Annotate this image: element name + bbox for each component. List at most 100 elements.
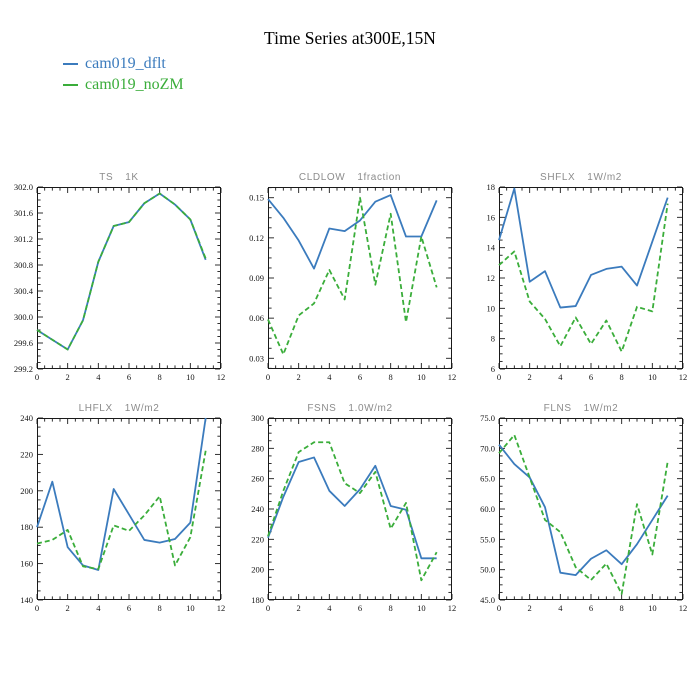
subplot-CLDLOW: 0 2 4 6 8 10 12 0.03 0.06 0.09 0.12 0.15 CLDLOW 1frac… [249,172,456,382]
series-cam019_noZM-line [36,192,207,351]
x-tick-label: 10 [417,603,426,613]
series-cam019_dflt-line [498,187,669,309]
y-tick-label: 45.0 [480,595,495,605]
y-tick-label: 299.2 [14,364,33,374]
y-tick-label: 301.2 [14,234,33,244]
x-tick-label: 4 [558,372,563,382]
subplot-SHFLX: 0 2 4 6 8 10 12 6 8 10 12 14 16 18 SHFLX 1W/m2 [487,172,688,382]
x-tick-label: 0 [35,603,39,613]
y-tick-label: 18 [487,182,496,192]
legend: cam019_dflt cam019_noZM [63,53,184,95]
y-tick-label: 300.4 [14,286,34,296]
x-tick-label: 0 [35,372,39,382]
y-tick-label: 300 [251,413,264,423]
x-tick-label: 8 [158,372,162,382]
subplot-TS: 0 2 4 6 8 10 12 299.2 299.6 300.0 300.4 300.8 301.2 3… [14,172,225,382]
subplot-title: SHFLX 1W/m2 [540,172,622,183]
x-tick-label: 10 [186,372,195,382]
x-tick-label: 2 [297,603,301,613]
series-cam019_noZM-line [498,203,669,353]
y-tick-label: 240 [251,504,264,514]
y-tick-label: 280 [251,443,264,453]
y-tick-label: 12 [487,273,496,283]
subplot-title: FLNS 1W/m2 [544,403,619,414]
y-tick-label: 240 [20,413,33,423]
axes-frame [37,187,221,369]
subplot-LHFLX: 0 2 4 6 8 10 12 140 160 180 200 220 240 LHFLX 1W/m2 [20,403,225,613]
x-tick-label: 8 [389,603,393,613]
y-tick-label: 200 [20,486,33,496]
x-tick-label: 8 [158,603,162,613]
x-tick-label: 6 [358,603,362,613]
y-tick-label: 0.03 [249,353,264,363]
x-tick-label: 6 [127,372,131,382]
subplot-FLNS: 0 2 4 6 8 10 12 45.0 50.0 55.0 60.0 65.0 70.0 75.0 FLN… [480,403,687,613]
subplot-FSNS: 0 2 4 6 8 10 12 180 200 220 240 260 280 300 FSNS 1.0W/m… [251,403,456,613]
charts-grid: 0 2 4 6 8 10 12 299.2 299.6 300.0 300.4 300.8 301.2 3… [14,172,688,613]
x-tick-label: 0 [497,372,501,382]
y-tick-label: 260 [251,474,264,484]
x-tick-label: 0 [497,603,501,613]
series-cam019_dflt-line [498,444,669,577]
subplot-title: TS 1K [99,172,138,183]
x-tick-label: 4 [327,372,332,382]
x-tick-label: 12 [217,603,226,613]
x-tick-label: 10 [648,603,657,613]
y-tick-label: 6 [491,364,495,374]
y-tick-label: 60.0 [480,504,495,514]
series-cam019_dflt-line [36,192,207,351]
x-tick-label: 4 [327,603,332,613]
x-tick-label: 2 [528,603,532,613]
legend-label: cam019_noZM [85,76,184,93]
y-tick-label: 75.0 [480,413,495,423]
x-tick-label: 12 [448,372,457,382]
x-tick-label: 8 [620,603,624,613]
y-tick-label: 140 [20,595,33,605]
x-tick-label: 10 [417,372,426,382]
x-tick-label: 10 [648,372,657,382]
y-tick-label: 0.06 [249,313,264,323]
x-tick-label: 12 [217,372,226,382]
x-tick-label: 2 [66,372,70,382]
y-tick-label: 200 [251,565,264,575]
x-tick-label: 8 [620,372,624,382]
subplot-title: CLDLOW 1fraction [299,172,401,183]
y-tick-label: 55.0 [480,534,495,544]
x-tick-label: 2 [528,372,532,382]
series-cam019_dflt-line [36,417,207,571]
x-tick-label: 2 [297,372,301,382]
y-tick-label: 180 [251,595,264,605]
x-tick-label: 8 [389,372,393,382]
y-tick-label: 65.0 [480,474,495,484]
series-cam019_noZM-line [36,450,207,570]
page-title: Time Series at300E,15N [264,28,436,48]
y-tick-label: 302.0 [14,182,33,192]
x-tick-label: 6 [358,372,362,382]
series-cam019_dflt-line [267,456,437,560]
y-tick-label: 16 [487,212,496,222]
y-tick-label: 220 [251,534,264,544]
legend-line-icon [63,62,78,65]
y-tick-label: 50.0 [480,565,495,575]
y-tick-label: 14 [487,243,496,253]
axes-frame [268,187,452,369]
x-tick-label: 12 [679,603,688,613]
y-tick-label: 300.0 [14,312,33,322]
y-tick-label: 0.12 [249,233,264,243]
subplot-title: LHFLX 1W/m2 [79,403,160,414]
axes-frame [37,418,221,600]
y-tick-label: 300.8 [14,260,33,270]
x-tick-label: 2 [66,603,70,613]
y-tick-label: 0.09 [249,273,264,283]
x-tick-label: 4 [558,603,563,613]
series-cam019_noZM-line [267,441,438,582]
x-tick-label: 6 [589,372,593,382]
x-tick-label: 4 [96,372,101,382]
subplot-title: FSNS 1.0W/m2 [307,403,392,414]
x-tick-label: 0 [266,603,270,613]
x-tick-label: 6 [127,603,131,613]
y-tick-label: 8 [491,334,495,344]
legend-line-icon [63,83,78,86]
y-tick-label: 10 [487,303,496,313]
